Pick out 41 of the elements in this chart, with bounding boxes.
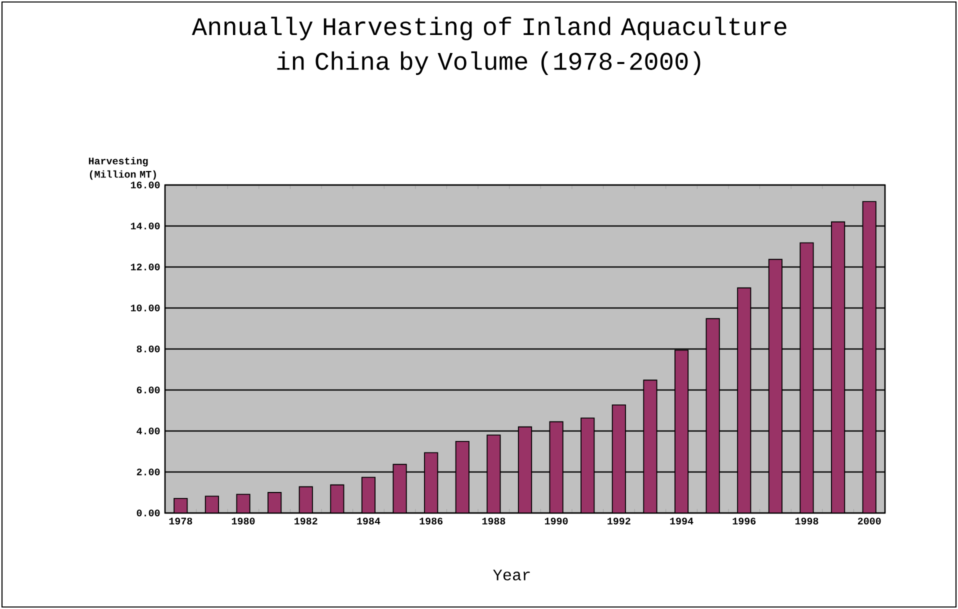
x-axis-title: Year: [493, 570, 530, 580]
bar: [518, 426, 532, 513]
bar: [612, 404, 626, 513]
bar: [768, 258, 782, 513]
y-tick-label: 14.00: [130, 222, 160, 230]
bar: [455, 440, 470, 513]
bar: [330, 484, 344, 513]
x-tick-label: 1994: [670, 518, 694, 524]
bar: [424, 452, 438, 513]
y-tick-label: 10.00: [130, 304, 160, 312]
bar: [862, 201, 876, 513]
y-tick-label: 12.00: [130, 264, 160, 270]
x-tick-label: 1998: [795, 518, 818, 524]
x-tick-label: 1982: [294, 518, 318, 524]
x-tick-label: 2000: [858, 518, 881, 524]
y-tick-label: 4.00: [136, 428, 160, 434]
x-tick-label: 1978: [169, 518, 192, 524]
bar: [580, 418, 595, 513]
x-tick-label: 1992: [608, 518, 630, 524]
x-tick-label: 1988: [482, 518, 506, 524]
bar: [737, 287, 752, 513]
y-tick-label: 6.00: [136, 386, 160, 394]
y-axis-title: Harvesting (Million MT): [88, 157, 156, 180]
x-tick-label: 1990: [544, 518, 568, 524]
x-tick-label: 1980: [232, 518, 255, 524]
bar: [392, 464, 407, 513]
y-tick-label: 2.00: [136, 468, 160, 476]
x-tick-label: 1984: [357, 518, 380, 524]
bar: [549, 421, 564, 513]
bar: [706, 318, 720, 513]
y-tick-label: 16.00: [130, 182, 160, 188]
bar: [643, 380, 658, 513]
bar: [674, 350, 689, 513]
bar: [486, 434, 501, 513]
bar: [800, 242, 814, 513]
x-tick-label: 1996: [732, 518, 756, 524]
x-tick-label: 1986: [420, 518, 443, 524]
chart-title: Annually Harvesting of Inland Aquaculture in China by Volume (1978-2000): [192, 16, 786, 75]
y-tick-label: 8.00: [136, 346, 160, 352]
bar: [831, 221, 846, 513]
y-tick-label: 0.00: [136, 510, 160, 516]
